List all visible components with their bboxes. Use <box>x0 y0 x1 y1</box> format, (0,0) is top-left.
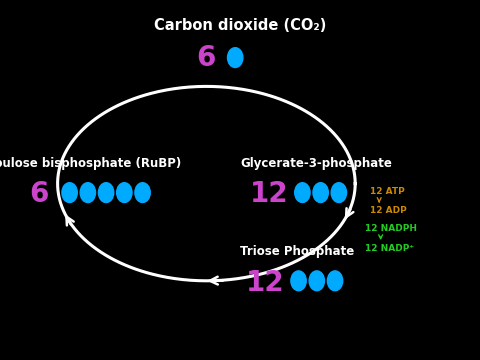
Text: 6: 6 <box>30 180 49 208</box>
Text: 12: 12 <box>250 180 288 208</box>
Ellipse shape <box>228 48 243 68</box>
Ellipse shape <box>327 271 343 291</box>
Ellipse shape <box>295 183 310 202</box>
Ellipse shape <box>62 183 77 202</box>
Text: Glycerate-3-phosphate: Glycerate-3-phosphate <box>241 157 393 170</box>
Ellipse shape <box>309 271 324 291</box>
Text: 12 NADPH: 12 NADPH <box>365 224 417 233</box>
Ellipse shape <box>313 183 328 202</box>
Ellipse shape <box>291 271 306 291</box>
Ellipse shape <box>331 183 347 202</box>
Text: Ribulose bisphosphate (RuBP): Ribulose bisphosphate (RuBP) <box>0 157 182 170</box>
Text: Carbon dioxide (CO₂): Carbon dioxide (CO₂) <box>154 18 326 33</box>
Text: 12 ADP: 12 ADP <box>370 206 407 215</box>
Ellipse shape <box>117 183 132 202</box>
Ellipse shape <box>80 183 96 202</box>
Text: 12: 12 <box>246 269 285 297</box>
Text: Triose Phosphate: Triose Phosphate <box>240 246 355 258</box>
Ellipse shape <box>98 183 114 202</box>
Ellipse shape <box>135 183 150 202</box>
Text: 12 ATP: 12 ATP <box>370 187 404 196</box>
Text: 12 NADP⁺: 12 NADP⁺ <box>365 244 414 253</box>
Text: 6: 6 <box>197 44 216 72</box>
